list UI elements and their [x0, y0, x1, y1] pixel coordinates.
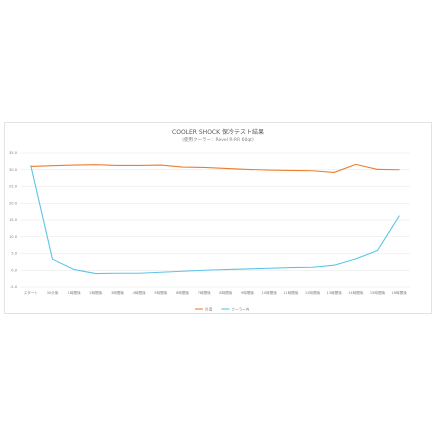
- y-tick-label: 20.0: [9, 201, 18, 205]
- x-tick-label: 12時間後: [305, 290, 321, 295]
- x-tick-label: 14時間後: [348, 290, 364, 295]
- x-tick-label: 4時間後: [133, 290, 146, 295]
- x-tick-label: 15時間後: [370, 290, 386, 295]
- x-tick-label: 11時間後: [283, 290, 299, 295]
- legend-label: 外温: [205, 306, 213, 311]
- gridlines: [20, 152, 410, 288]
- legend-label: クーラー内: [231, 306, 249, 311]
- series-lines: [30, 163, 400, 275]
- y-tick-label: 15.0: [9, 218, 18, 222]
- chart-frame: [4, 122, 432, 314]
- y-tick-label: -5.0: [10, 285, 18, 289]
- chart-subtitle: (使用クーラー：Revel R-RR 60qt): [182, 138, 254, 143]
- x-tick-label: 6時間後: [176, 290, 189, 295]
- y-tick-label: 0.0: [11, 268, 17, 272]
- x-tick-label: 30分後: [47, 290, 59, 295]
- legend: 外温 クーラー内: [195, 306, 250, 311]
- x-tick-label: 5時間後: [154, 290, 167, 295]
- x-tick-label: 8時間後: [219, 290, 232, 295]
- y-tick-label: 25.0: [9, 185, 18, 189]
- y-tick-label: 30.0: [9, 168, 18, 172]
- x-tick-label: 2時間後: [89, 290, 102, 295]
- x-tick-label: 10時間後: [261, 290, 277, 295]
- x-tick-label: 9時間後: [241, 290, 254, 295]
- x-tick-label: 13時間後: [326, 290, 342, 295]
- y-axis-ticks: 35.0 30.0 25.0 20.0 15.0 10.0 5.0 0.0 -5.0: [9, 151, 18, 289]
- x-axis-ticks: スタート 30分後 1時間後 2時間後 3時間後 4時間後 5時間後 6時間後 7時間後 8時間後…: [24, 290, 408, 295]
- x-tick-label: スタート: [24, 290, 39, 295]
- series-line-0: [30, 163, 400, 173]
- x-tick-label: 1時間後: [68, 290, 81, 295]
- y-tick-label: 10.0: [9, 235, 18, 239]
- x-tick-label: 3時間後: [111, 290, 124, 295]
- x-tick-label: 16時間後: [391, 290, 407, 295]
- y-tick-label: 5.0: [11, 252, 17, 256]
- y-tick-label: 35.0: [9, 151, 18, 155]
- x-tick-label: 7時間後: [198, 290, 211, 295]
- chart-title: COOLER SHOCK 保冷テスト結果: [172, 129, 264, 136]
- series-line-1: [30, 165, 400, 275]
